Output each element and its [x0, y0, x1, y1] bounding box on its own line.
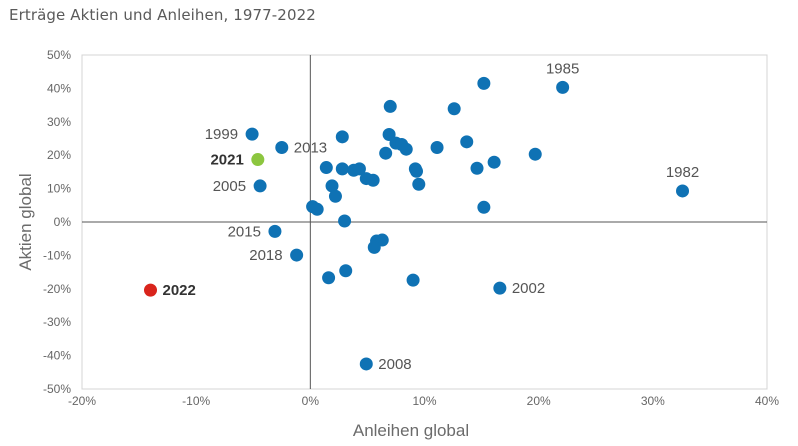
y-tick-labels: 50% 40% 30% 20% 10% 0% -10% -20% -30% -40% -50% [43, 48, 71, 396]
data-point-2022 [144, 283, 157, 297]
data-point [382, 127, 396, 141]
data-point [477, 76, 491, 90]
data-point [310, 202, 324, 216]
data-point [487, 155, 501, 169]
x-tick-label: -20% [68, 394, 96, 408]
point-label-1982: 1982 [666, 164, 699, 181]
y-tick-label: -30% [43, 315, 71, 329]
y-axis-title: Aktien global [16, 173, 35, 270]
data-point-2015 [268, 224, 282, 238]
y-tick-label: -10% [43, 248, 71, 262]
point-label-2018: 2018 [249, 247, 282, 264]
y-tick-label: 20% [47, 148, 71, 162]
x-tick-label: 10% [412, 394, 436, 408]
zero-axis-lines [82, 55, 767, 389]
data-point [379, 146, 393, 160]
x-tick-label: -10% [182, 394, 210, 408]
data-point-1982 [676, 184, 690, 198]
data-point-2021 [251, 153, 265, 167]
data-point [335, 130, 349, 144]
data-point [460, 135, 474, 149]
point-label-2008: 2008 [378, 356, 411, 373]
page-title: Erträge Aktien und Anleihen, 1977-2022 [9, 6, 316, 24]
y-tick-label: 40% [47, 81, 71, 95]
point-label-2013: 2013 [294, 140, 327, 157]
y-tick-label: 10% [47, 182, 71, 196]
x-tick-label: 40% [755, 394, 779, 408]
data-point [322, 271, 336, 285]
data-point [338, 214, 352, 228]
data-point-2018 [290, 248, 304, 262]
data-points [144, 76, 690, 371]
point-label-2005: 2005 [213, 178, 246, 195]
data-point [412, 177, 426, 191]
point-label-2002: 2002 [512, 280, 545, 297]
point-label-2022: 2022 [163, 282, 196, 299]
x-tick-label: 0% [302, 394, 320, 408]
y-tick-label: -50% [43, 382, 71, 396]
data-point [319, 161, 333, 175]
data-point [335, 162, 349, 176]
data-point-1999 [245, 127, 259, 141]
point-labels: 1985 1982 1999 2013 2021 2005 2015 2018 2022 2002… [163, 60, 700, 373]
data-point [367, 240, 381, 254]
point-label-1999: 1999 [205, 126, 238, 143]
data-point [430, 141, 444, 155]
data-point [406, 273, 420, 287]
data-point [328, 189, 342, 203]
x-tick-label: 20% [527, 394, 551, 408]
data-point-2008 [359, 357, 373, 371]
y-tick-label: 30% [47, 115, 71, 129]
data-point [352, 162, 366, 176]
data-point [339, 264, 353, 278]
y-tick-label: 0% [54, 215, 72, 229]
data-point-2013 [275, 141, 289, 155]
y-tick-label: -20% [43, 282, 71, 296]
data-point-2002 [493, 281, 507, 295]
x-axis-title: Anleihen global [353, 421, 469, 440]
data-point [447, 102, 461, 116]
data-point-2005 [253, 179, 267, 193]
x-tick-labels: -20% -10% 0% 10% 20% 30% 40% [68, 394, 779, 408]
data-point [366, 173, 380, 187]
data-point [528, 147, 542, 161]
y-tick-label: 50% [47, 48, 71, 62]
data-point [410, 164, 424, 178]
y-tick-label: -40% [43, 349, 71, 363]
data-point [383, 99, 397, 113]
data-point-1985 [556, 80, 570, 94]
point-label-1985: 1985 [546, 60, 579, 77]
x-tick-label: 30% [641, 394, 665, 408]
point-label-2015: 2015 [228, 223, 261, 240]
data-point [470, 161, 484, 175]
data-point [399, 142, 413, 156]
data-point [325, 179, 339, 193]
data-point [477, 200, 491, 214]
point-label-2021: 2021 [210, 152, 243, 169]
